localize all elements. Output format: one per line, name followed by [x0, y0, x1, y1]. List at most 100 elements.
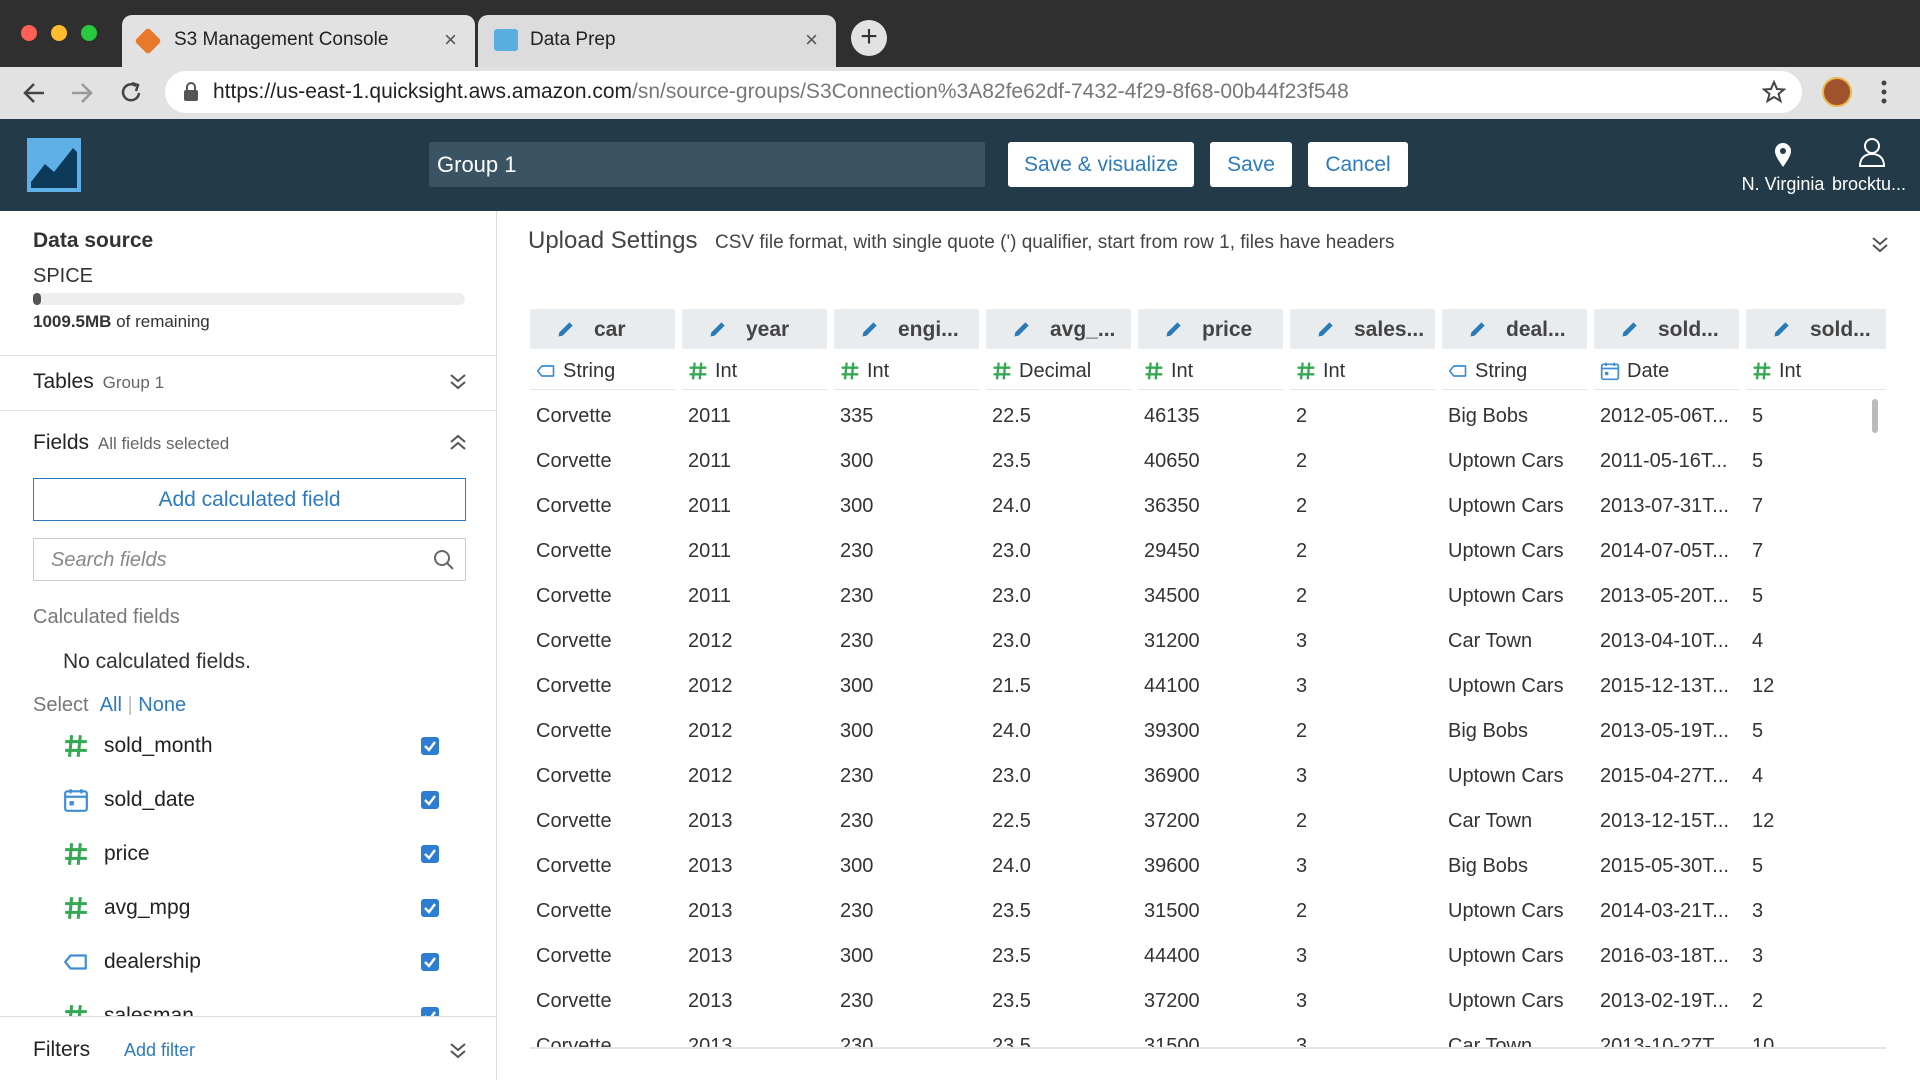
tab-close[interactable]: × [805, 27, 818, 52]
field-checkbox[interactable] [421, 737, 439, 755]
table-cell: Big Bobs [1448, 855, 1529, 877]
field-checkbox[interactable] [421, 899, 439, 917]
table-cell: 2015-05-30T... [1600, 855, 1729, 877]
profile-avatar[interactable] [1822, 77, 1852, 107]
table-cell: 2 [1296, 540, 1308, 562]
region-pin[interactable] [1773, 142, 1793, 168]
lock-icon [184, 82, 198, 101]
table-cell: Corvette [536, 675, 612, 697]
group-name: Group 1 [437, 152, 517, 177]
field-item[interactable]: price [0, 830, 496, 878]
back-button[interactable] [22, 81, 48, 105]
table-cell: 40650 [1144, 450, 1200, 472]
column-header[interactable]: price [1138, 309, 1283, 349]
new-tab[interactable]: + [851, 20, 887, 56]
table-cell: 2014-03-21T... [1600, 900, 1729, 922]
group-name-input[interactable]: Group 1 [429, 142, 985, 187]
close-window[interactable] [21, 25, 37, 41]
user-label[interactable]: brocktu... [1832, 174, 1907, 194]
search-fields-input[interactable]: Search fields [33, 538, 466, 581]
column-type[interactable]: Int [834, 353, 979, 390]
table-cell: Corvette [536, 990, 612, 1012]
column-type[interactable]: Date [1594, 353, 1739, 390]
table-cell: 300 [840, 945, 874, 967]
no-calculated-fields: No calculated fields. [63, 650, 251, 673]
field-checkbox[interactable] [421, 953, 439, 971]
add-filter-link[interactable]: Add filter [124, 1040, 196, 1060]
fields-collapse[interactable] [449, 433, 467, 451]
url-path: /sn/source-groups/S3Connection%3A82fe62d… [632, 80, 1349, 103]
table-cell: 29450 [1144, 540, 1200, 562]
field-checkbox[interactable] [421, 791, 439, 809]
table-cell: 4 [1752, 765, 1764, 787]
column-type[interactable]: Decimal [986, 353, 1131, 390]
user-icon[interactable] [1858, 137, 1886, 167]
tables-label: Tables [33, 370, 94, 393]
column-header[interactable]: sales... [1290, 309, 1435, 349]
forward-button[interactable] [68, 81, 94, 105]
upload-settings-title[interactable]: Upload Settings [528, 227, 698, 254]
maximize-window[interactable] [81, 25, 97, 41]
browser-menu[interactable] [1880, 79, 1888, 105]
edit-icon [1772, 319, 1792, 339]
table-cell: 2 [1296, 450, 1308, 472]
filters-expand[interactable] [449, 1041, 467, 1059]
save-visualize-button[interactable]: Save & visualize [1008, 142, 1194, 187]
scrollbar[interactable] [1872, 399, 1878, 433]
tables-expand[interactable] [449, 372, 467, 390]
minimize-window[interactable] [51, 25, 67, 41]
fields-section[interactable]: Fields All fields selected [33, 431, 229, 455]
table-cell: 230 [840, 630, 874, 652]
table-cell: 2012 [688, 765, 733, 787]
field-item[interactable]: dealership [0, 938, 496, 986]
table-cell: 2013 [688, 900, 733, 922]
select-all[interactable]: All [99, 694, 122, 716]
column-type[interactable]: Int [1290, 353, 1435, 390]
add-calculated-field-button[interactable]: Add calculated field [33, 478, 466, 521]
save-button[interactable]: Save [1210, 142, 1292, 187]
table-cell: 2015-04-27T... [1600, 765, 1729, 787]
table-cell: Corvette [536, 945, 612, 967]
column-type[interactable]: String [530, 353, 675, 390]
column-type[interactable]: Int [1138, 353, 1283, 390]
url-bar[interactable]: https://us-east-1.quicksight.aws.amazon.… [165, 71, 1802, 113]
select-none[interactable]: None [138, 694, 187, 716]
field-item[interactable]: sold_date [0, 776, 496, 824]
region-label[interactable]: N. Virginia [1741, 174, 1825, 194]
column-header[interactable]: sold... [1746, 309, 1886, 349]
table-cell: 3 [1296, 765, 1308, 787]
edit-icon [1164, 319, 1184, 339]
column-type-label: Decimal [1019, 360, 1092, 382]
app-header: Group 1 Save & visualize Save Cancel N. … [0, 119, 1920, 211]
spice-label: SPICE [33, 265, 94, 287]
table-cell: 2 [1296, 585, 1308, 607]
table-cell: 230 [840, 585, 874, 607]
column-header[interactable]: avg_... [986, 309, 1131, 349]
column-type[interactable]: String [1442, 353, 1587, 390]
field-checkbox[interactable] [421, 1007, 439, 1016]
tab-close[interactable]: × [444, 27, 457, 52]
cancel-button[interactable]: Cancel [1308, 142, 1408, 187]
table-cell: Corvette [536, 540, 612, 562]
field-item[interactable]: salesman [0, 992, 496, 1016]
column-header[interactable]: year [682, 309, 827, 349]
tables-section[interactable]: Tables Group 1 [33, 370, 164, 394]
column-header[interactable]: engi... [834, 309, 979, 349]
column-header[interactable]: sold... [1594, 309, 1739, 349]
field-item[interactable]: sold_month [0, 722, 496, 770]
bookmark-star[interactable] [1762, 80, 1786, 104]
column-type[interactable]: Int [1746, 353, 1886, 390]
column-header[interactable]: car [530, 309, 675, 349]
upload-settings-expand[interactable] [1871, 235, 1889, 253]
column-type[interactable]: Int [682, 353, 827, 390]
quicksight-logo[interactable] [27, 138, 81, 192]
browser-tab[interactable]: Data Prep × [478, 15, 836, 67]
field-item[interactable]: avg_mpg [0, 884, 496, 932]
table-cell: 12 [1752, 675, 1775, 697]
divider [0, 410, 496, 411]
reload-button[interactable] [118, 80, 144, 106]
column-header[interactable]: deal... [1442, 309, 1587, 349]
table-cell: 3 [1296, 990, 1308, 1012]
field-checkbox[interactable] [421, 845, 439, 863]
browser-tab[interactable]: S3 Management Console × [122, 15, 475, 67]
